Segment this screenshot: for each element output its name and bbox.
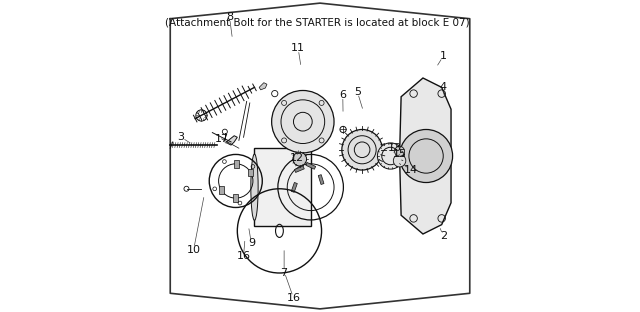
Text: 16: 16 [287,293,301,303]
Bar [291,183,298,192]
Text: 12: 12 [289,153,303,163]
Text: 3: 3 [178,132,185,142]
Text: 9: 9 [248,238,255,248]
Text: 1: 1 [440,51,447,61]
Text: 15: 15 [392,149,406,159]
Polygon shape [227,136,237,145]
Bar [219,186,224,194]
Circle shape [378,143,404,169]
Text: 10: 10 [187,245,201,255]
Text: 8: 8 [226,12,233,22]
Bar [306,163,316,169]
Text: 11: 11 [291,43,305,53]
Bar [255,148,310,226]
Bar [294,166,304,173]
Text: 17: 17 [214,134,228,144]
Text: 2: 2 [440,231,447,241]
Text: 13: 13 [388,143,402,153]
Circle shape [342,129,383,170]
Bar [248,169,253,177]
Text: 6: 6 [339,90,346,100]
Text: 7: 7 [280,268,288,278]
Circle shape [395,146,404,156]
Polygon shape [259,83,267,90]
Polygon shape [399,78,451,234]
Text: 16: 16 [237,251,251,261]
Bar [318,175,324,184]
Ellipse shape [251,154,258,220]
Text: (Attachment Bolt for the STARTER is located at block E 07): (Attachment Bolt for the STARTER is loca… [165,17,470,27]
Circle shape [394,154,406,167]
Text: 14: 14 [403,165,417,175]
Text: 4: 4 [440,82,447,92]
Circle shape [399,129,452,183]
Bar [233,194,238,202]
Text: 5: 5 [354,87,361,97]
Circle shape [271,90,334,153]
Circle shape [293,152,307,166]
Bar [234,160,239,168]
